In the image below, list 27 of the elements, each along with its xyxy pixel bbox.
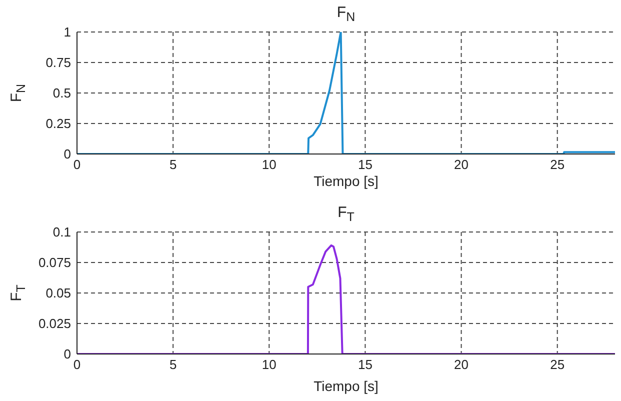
x-tick-label: 20 — [454, 357, 469, 372]
y-tick-label: 0.05 — [46, 286, 71, 301]
y-tick-label: 0.75 — [46, 55, 71, 70]
y-tick-label: 0 — [64, 346, 71, 362]
x-tick-label: 15 — [358, 157, 372, 172]
x-tick-label: 0 — [73, 157, 81, 172]
y-tick-label: 0.1 — [52, 224, 71, 240]
y-tick-label: 1 — [64, 24, 71, 40]
x-tick-label: 25 — [550, 157, 565, 172]
x-tick-label: 10 — [262, 357, 276, 372]
line-series — [77, 32, 615, 154]
x-axis-title: Tiempo [s] — [312, 378, 380, 394]
y-tick-label: 0.075 — [38, 255, 71, 270]
x-tick-label: 10 — [262, 157, 276, 172]
chart-title: F$_{N}$ — [336, 4, 356, 24]
y-tick-label: 0.25 — [46, 116, 71, 132]
x-tick-label: 0 — [73, 357, 81, 372]
x-tick-label: 20 — [454, 157, 469, 172]
y-tick-label: 0.5 — [52, 86, 71, 101]
x-axis-title: Tiempo [s] — [312, 173, 380, 189]
y-tick-label: 0 — [64, 146, 71, 162]
x-tick-label: 25 — [550, 357, 565, 372]
x-tick-label: 5 — [169, 357, 177, 372]
x-tick-label: 5 — [169, 157, 177, 172]
x-tick-label: 15 — [358, 357, 372, 372]
y-tick-label: 0.025 — [38, 316, 71, 332]
chart-title: F$_{T}$ — [336, 204, 356, 224]
